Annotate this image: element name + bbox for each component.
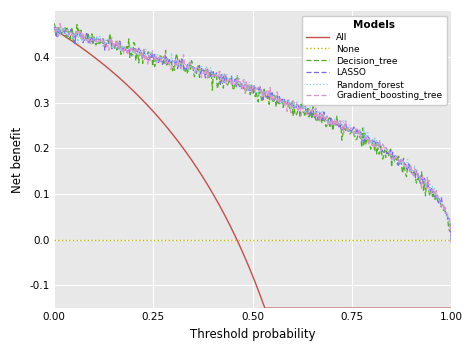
Y-axis label: Net benefit: Net benefit bbox=[11, 126, 24, 193]
Legend: All, None, Decision_tree, LASSO, Random_forest, Gradient_boosting_tree: All, None, Decision_tree, LASSO, Random_… bbox=[302, 15, 447, 105]
X-axis label: Threshold probability: Threshold probability bbox=[190, 328, 316, 341]
